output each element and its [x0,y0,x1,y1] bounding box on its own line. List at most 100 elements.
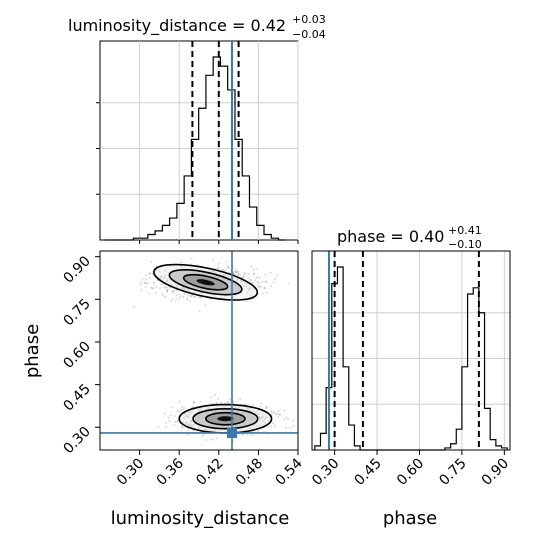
sample-point [220,402,222,404]
sample-point [190,295,192,298]
x-tick-label: 0.60 [394,456,427,489]
sample-point [226,401,229,404]
sample-point [181,406,184,409]
sample-point [162,286,165,289]
sample-point [145,274,148,277]
luminosity-distance-title: luminosity_distance = 0.42 [68,16,286,36]
sample-point [251,404,254,406]
sample-point [274,277,277,280]
sample-point [210,298,212,301]
sample-point [152,281,155,284]
sample-point [265,407,268,410]
sample-point [292,419,294,422]
sample-point [163,412,166,415]
sample-point [285,426,287,429]
sample-point [205,439,208,441]
sample-point [180,295,183,297]
sample-point [247,277,249,279]
histogram-step [104,56,286,241]
sample-point [178,296,181,299]
sample-point [264,287,267,290]
sample-point [261,280,264,283]
sample-point [156,425,159,428]
sample-point [269,271,272,274]
x-axis-label-luminosity-distance: luminosity_distance [111,508,290,529]
sample-point [186,297,189,300]
sample-point [186,298,189,301]
sample-point [187,295,190,297]
luminosity-distance-histogram-panel [96,40,299,244]
sample-point [233,273,235,276]
sample-point [287,282,290,285]
sample-point [212,438,215,441]
sample-point [166,289,168,292]
sample-point [181,426,184,429]
sample-point [133,306,136,309]
sample-point [175,294,178,297]
sample-point [251,281,254,284]
sample-point [247,273,250,276]
sample-point [278,413,281,416]
sample-point [190,257,193,260]
sample-point [165,426,167,428]
sample-point [139,283,142,286]
sample-point [275,413,278,416]
sample-point [156,279,159,282]
sample-point [239,273,241,276]
sample-point [153,282,155,285]
sample-point [234,270,236,273]
sample-point [199,296,202,299]
sample-point [258,286,261,288]
sample-point [254,279,257,282]
sample-point [191,294,194,297]
x-tick-label: 0.30 [309,456,342,489]
sample-point [249,278,251,281]
sample-point [249,279,252,282]
sample-point [209,438,212,441]
sample-point [151,273,154,275]
sample-point [140,281,142,283]
phase-title: phase = 0.40 [337,227,444,246]
sample-point [261,292,264,295]
sample-point [161,292,163,295]
sample-point [246,433,249,436]
sample-point [155,265,158,268]
sample-point [144,286,147,289]
sample-point [224,268,227,271]
sample-point [192,429,195,432]
sample-point [210,402,213,405]
sample-point [180,261,182,264]
sample-point [243,273,245,276]
sample-point [194,295,196,298]
luminosity-distance-title-sub: −0.04 [292,28,326,41]
sample-point [221,269,224,272]
sample-point [189,300,192,302]
sample-point [215,437,218,440]
sample-point [243,275,245,278]
sample-point [265,292,268,294]
sample-point [166,289,168,292]
sample-point [187,429,190,432]
sample-point [289,426,291,429]
sample-point [160,283,163,286]
sample-point [168,420,171,423]
sample-point [143,282,146,285]
sample-point [260,402,263,405]
sample-point [152,287,155,289]
sample-point [140,289,143,291]
luminosity-distance-title-sup: +0.03 [292,13,326,26]
sample-point [229,398,232,401]
sample-point [270,410,273,413]
sample-point [149,272,152,275]
sample-point [171,298,174,300]
sample-point [166,290,169,293]
sample-point [192,402,195,405]
sample-point [148,277,151,279]
sample-point [237,273,240,276]
sample-point [166,288,169,291]
truth-marker [227,427,237,438]
sample-point [162,294,165,297]
sample-point [263,286,266,289]
sample-point [150,286,153,289]
